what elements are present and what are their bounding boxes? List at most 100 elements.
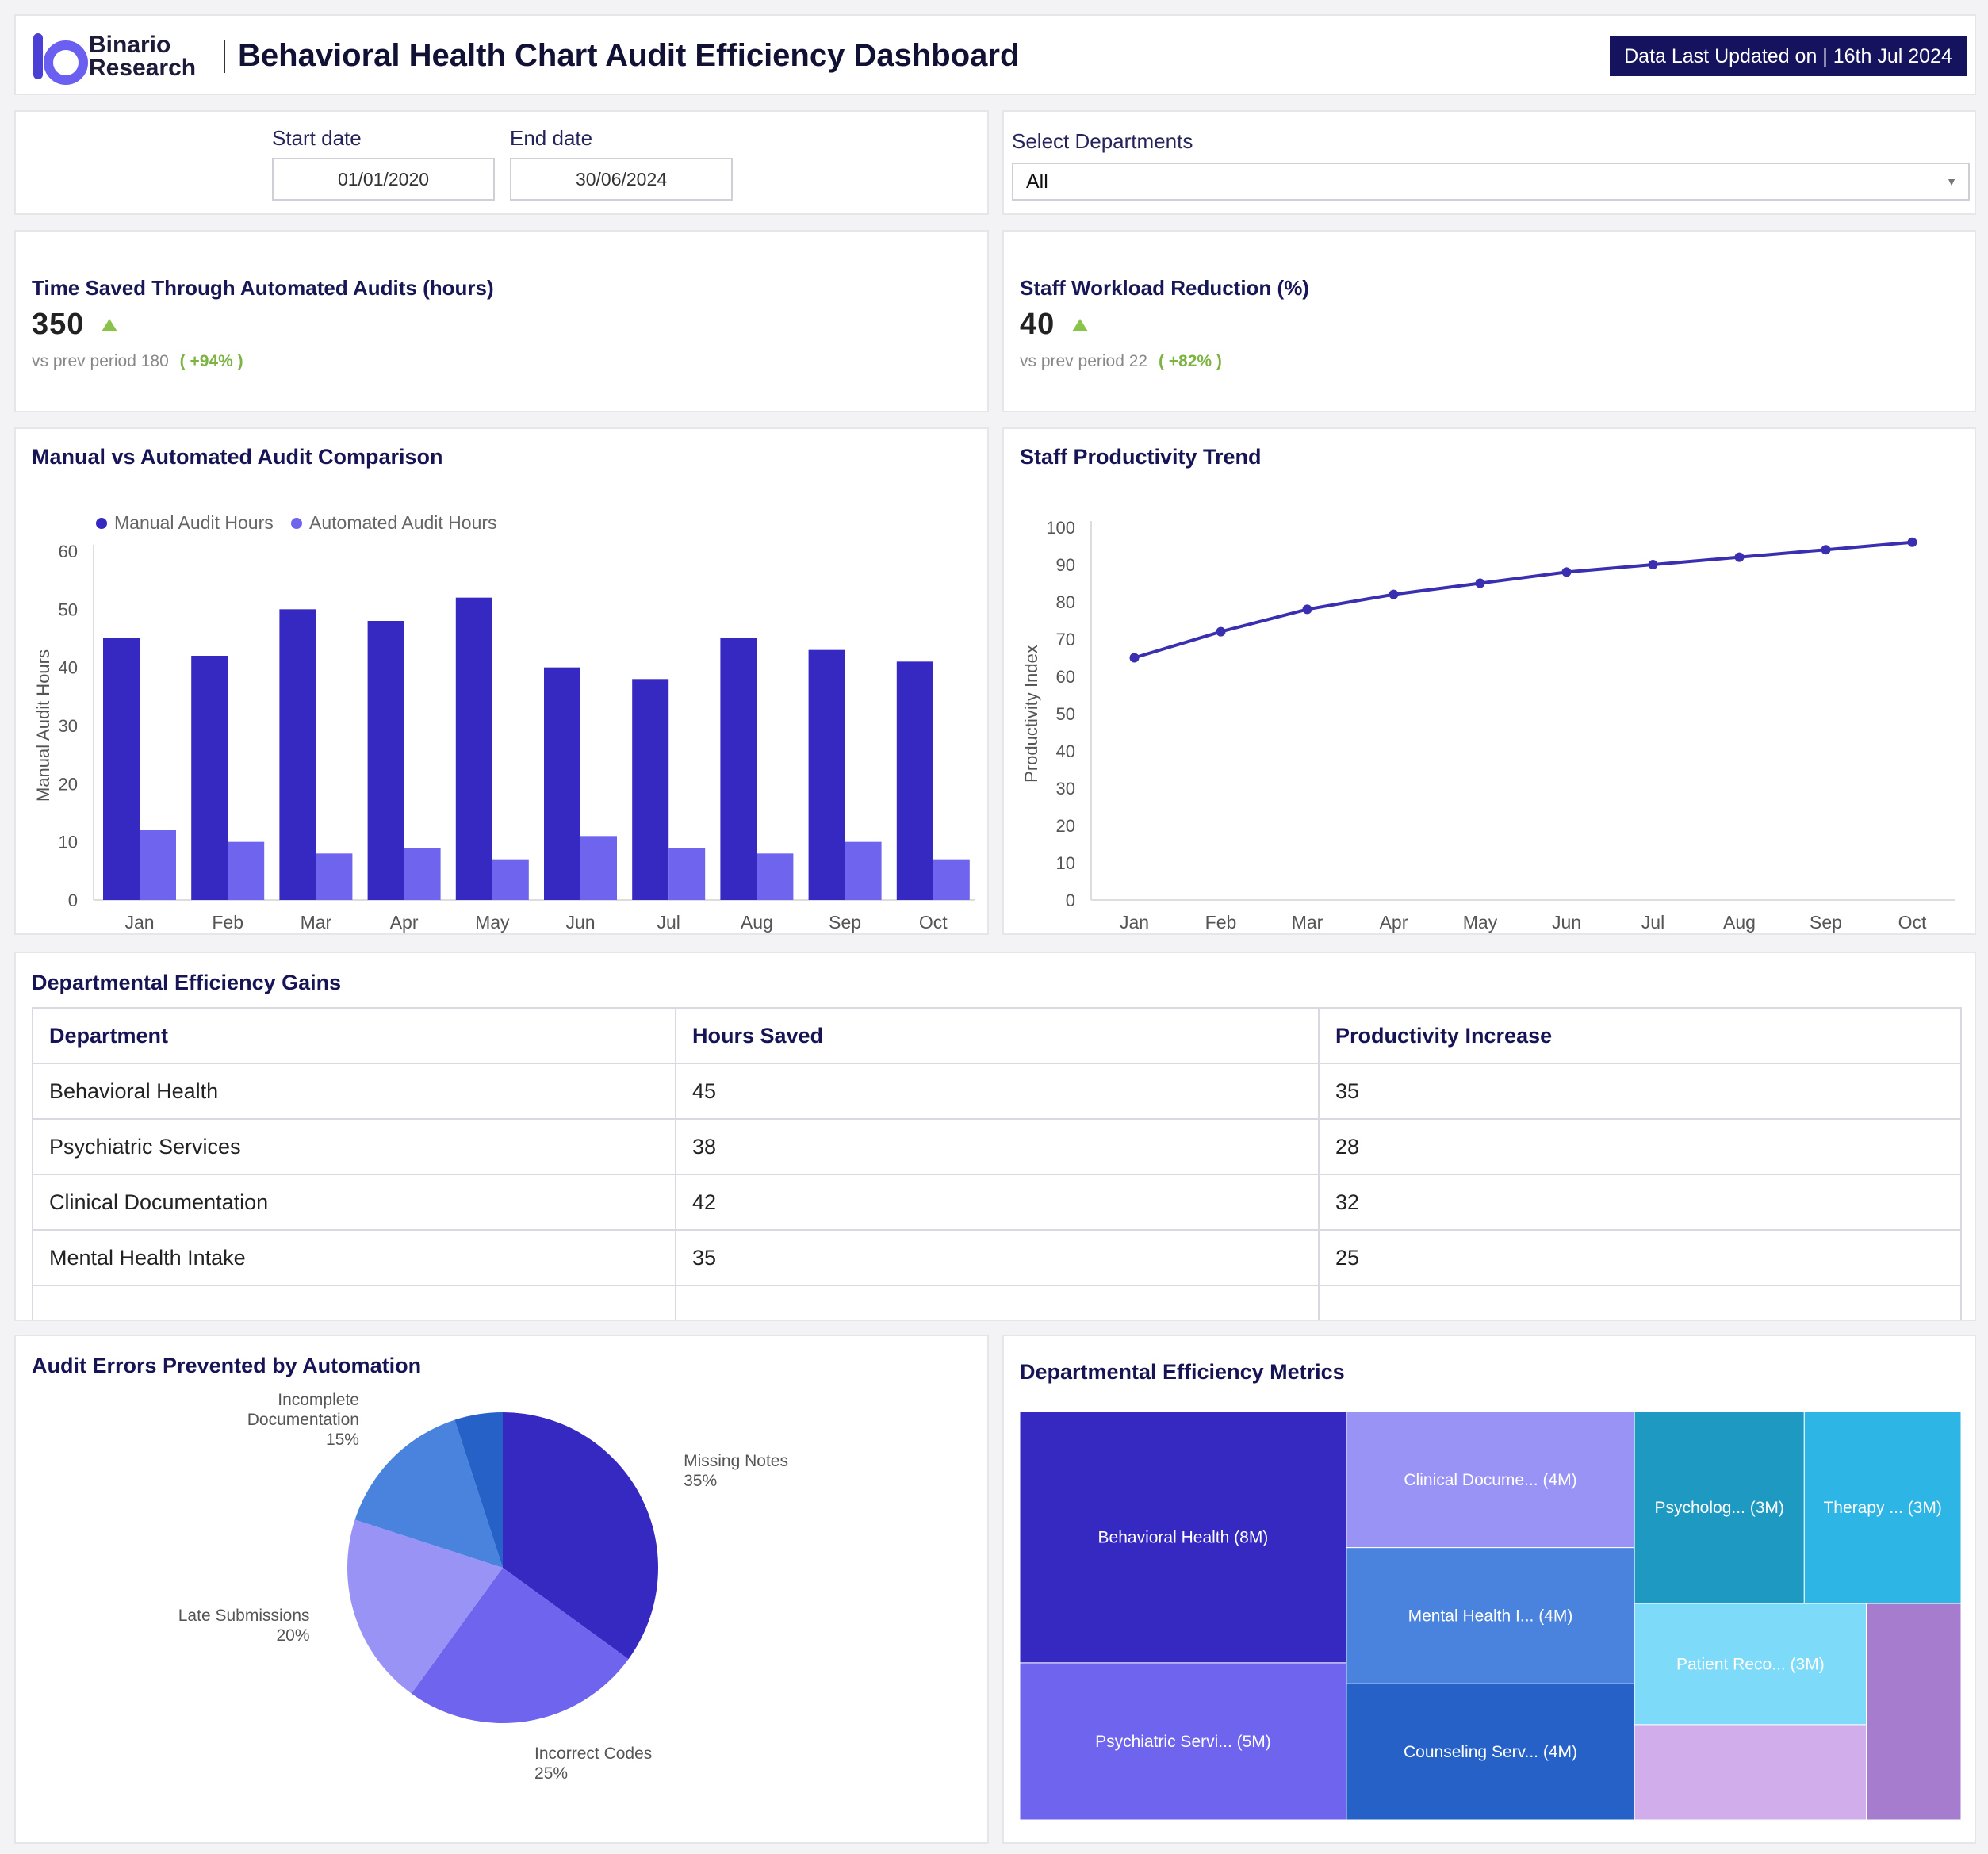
kpi-value: 40 (1020, 308, 1055, 341)
table-cell: 25 (1318, 1229, 1962, 1286)
pie-slice-label: Late Submissions (178, 1607, 310, 1625)
table-cell: Mental Health Intake (32, 1229, 676, 1286)
bar-manual (367, 621, 404, 900)
kpi-comparison: vs prev period 22 ( +82% ) (1020, 352, 1222, 370)
bar-manual (279, 609, 316, 900)
column-header[interactable]: Productivity Increase (1318, 1007, 1962, 1064)
table-row-partial (32, 1285, 1962, 1320)
treemap-cell (1346, 1411, 1635, 1549)
y-tick-label: 80 (1056, 592, 1075, 612)
pie-slice (411, 1568, 629, 1723)
department-filter-panel: Select Departments All ▼ (1002, 110, 1976, 215)
bar-chart: 0 10 20 30 40 50 60 Jan Feb Mar Apr May Jun Jul Aug Sep… (33, 512, 975, 933)
y-tick-label: 50 (59, 599, 78, 619)
treemap-cell (1019, 1411, 1347, 1664)
x-tick-label: May (1463, 912, 1498, 933)
end-date-input[interactable]: 30/06/2024 (510, 158, 733, 201)
treemap-cell (1866, 1603, 1962, 1821)
kpi-title: Time Saved Through Automated Audits (hou… (32, 276, 494, 300)
series-line (1133, 540, 1913, 660)
bar-manual (896, 661, 933, 900)
kpi-change: ( +82% ) (1158, 352, 1222, 370)
pie-slice-label: 20% (276, 1626, 309, 1645)
table-row[interactable]: Behavioral Health 45 35 (32, 1063, 1962, 1120)
logo-divider (224, 40, 225, 73)
line-chart: 0 10 20 30 40 50 60 70 80 90 100 Jan Feb Mar Apr May Jun… (1021, 518, 1955, 933)
treemap-cell-label: Clinical Docume... (4M) (1404, 1471, 1576, 1489)
treemap-cell (1634, 1724, 1867, 1821)
x-tick-label: Apr (1380, 912, 1408, 933)
column-header[interactable]: Hours Saved (675, 1007, 1320, 1064)
y-tick-label: 90 (1056, 555, 1075, 575)
bar-automated (845, 841, 882, 900)
table-cell: 35 (675, 1229, 1320, 1286)
table-row[interactable]: Psychiatric Services 38 28 (32, 1118, 1962, 1175)
table-row[interactable]: Mental Health Intake 35 25 (32, 1229, 1962, 1286)
y-tick-label: 40 (1056, 741, 1075, 761)
y-tick-label: 0 (68, 891, 78, 910)
bar-automated (580, 836, 617, 900)
efficiency-table: Department Hours Saved Productivity Incr… (32, 1007, 1962, 1320)
start-date-label: Start date (272, 126, 362, 150)
bar-automated (140, 830, 176, 900)
bar-automated (228, 841, 265, 900)
binario-logo-icon (33, 33, 88, 85)
treemap-chart: Behavioral Health (8M) Psychiatric Servi.… (1019, 1411, 1962, 1821)
treemap-cell-label: Counseling Serv... (4M) (1404, 1743, 1577, 1761)
treemap-cell (1634, 1411, 1805, 1604)
caret-down-icon: ▼ (1946, 175, 1957, 188)
x-tick-label: Aug (1723, 912, 1756, 933)
x-tick-label: Jan (124, 912, 154, 933)
y-tick-label: 60 (59, 542, 78, 561)
treemap-cell-label: Behavioral Health (8M) (1098, 1528, 1269, 1546)
trend-up-icon (102, 319, 117, 331)
pie-slice-label: Incomplete (278, 1391, 359, 1409)
data-point (1216, 626, 1226, 637)
pie-slice (454, 1412, 503, 1568)
bar-manual (808, 649, 845, 900)
treemap-cell-label: Psycholog... (3M) (1655, 1499, 1784, 1517)
treemap-cell-label: Mental Health I... (4M) (1408, 1607, 1573, 1626)
bar-manual (191, 656, 228, 900)
data-point (1475, 578, 1485, 588)
pie-slice-label: Documentation (247, 1411, 359, 1429)
x-tick-label: Mar (1292, 912, 1323, 933)
y-tick-label: 30 (59, 716, 78, 736)
kpi-title: Staff Workload Reduction (%) (1020, 276, 1309, 300)
table-cell: Clinical Documentation (32, 1174, 676, 1231)
treemap-panel: Departmental Efficiency Metrics Behavior… (1002, 1335, 1976, 1844)
x-tick-label: Oct (1898, 912, 1927, 933)
department-select-value: All (1026, 170, 1048, 193)
trend-up-icon (1072, 319, 1088, 331)
table-cell: 35 (1318, 1063, 1962, 1120)
x-tick-label: Aug (741, 912, 773, 933)
pie-slice (503, 1412, 658, 1660)
bar-automated (316, 853, 353, 900)
last-updated-badge: Data Last Updated on | 16th Jul 2024 (1610, 36, 1967, 76)
treemap-cell-label: Patient Reco... (3M) (1676, 1655, 1825, 1673)
start-date-input[interactable]: 01/01/2020 (272, 158, 495, 201)
table-cell: 32 (1318, 1174, 1962, 1231)
table-row[interactable]: Clinical Documentation 42 32 (32, 1174, 1962, 1231)
data-point (1561, 567, 1572, 577)
data-point (1129, 653, 1140, 663)
bar-automated (404, 848, 441, 900)
date-filter-panel: Start date 01/01/2020 End date 30/06/202… (14, 110, 989, 215)
column-header[interactable]: Department (32, 1007, 676, 1064)
header-bar: Binario Research Behavioral Health Chart… (14, 14, 1976, 95)
y-tick-label: 0 (1066, 891, 1075, 910)
y-tick-label: 20 (59, 774, 78, 794)
legend-marker-manual (96, 518, 107, 529)
table-title: Departmental Efficiency Gains (32, 971, 342, 994)
y-tick-label: 30 (1056, 779, 1075, 799)
table-cell: Behavioral Health (32, 1063, 676, 1120)
y-tick-label: 70 (1056, 630, 1075, 649)
x-tick-label: May (475, 912, 510, 933)
pie-slice-label: 25% (534, 1764, 568, 1783)
department-select[interactable]: All ▼ (1012, 163, 1970, 201)
bar-manual (720, 638, 757, 900)
y-tick-label: 10 (59, 833, 78, 852)
y-tick-label: 40 (59, 658, 78, 678)
legend-label-manual: Manual Audit Hours (114, 512, 274, 533)
kpi-comparison: vs prev period 180 ( +94% ) (32, 352, 243, 370)
